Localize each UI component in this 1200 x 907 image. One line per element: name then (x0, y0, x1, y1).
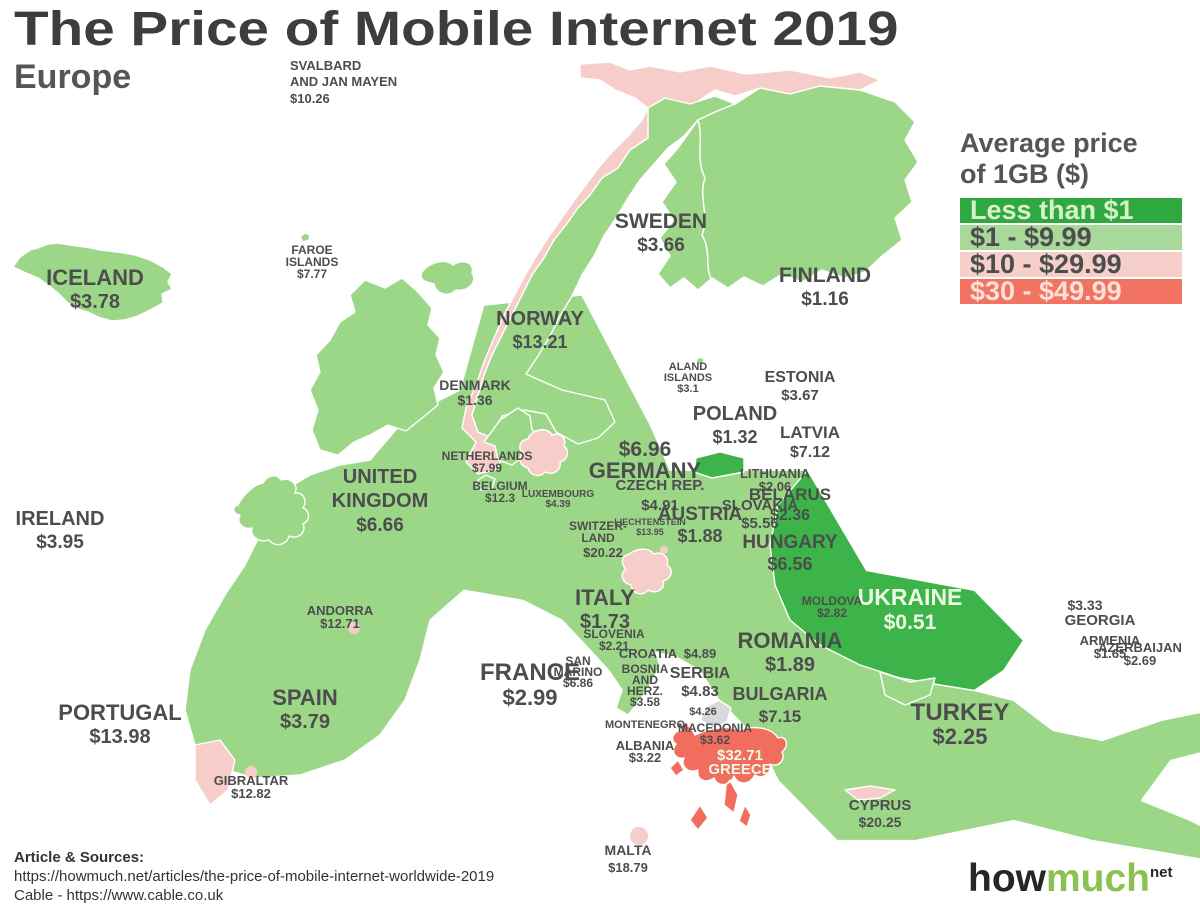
svg-text:$7.15: $7.15 (759, 707, 802, 726)
svg-text:BELARUS: BELARUS (749, 485, 831, 504)
svg-text:$1.36: $1.36 (457, 392, 492, 408)
svg-text:$2.25: $2.25 (932, 724, 987, 749)
svg-text:GEORGIA: GEORGIA (1065, 612, 1136, 629)
svg-text:MONTENEGRO: MONTENEGRO (605, 719, 686, 731)
svg-text:$3.78: $3.78 (70, 291, 120, 313)
svg-text:BULGARIA: BULGARIA (733, 684, 828, 704)
svg-text:UNITED: UNITED (343, 466, 417, 488)
svg-text:$7.12: $7.12 (790, 444, 830, 461)
svg-text:$3.33: $3.33 (1067, 597, 1102, 613)
svg-text:$3.67: $3.67 (781, 387, 819, 404)
svg-text:SERBIA: SERBIA (670, 665, 731, 682)
svg-text:$4.91: $4.91 (641, 497, 679, 514)
svg-text:$3.22: $3.22 (629, 750, 662, 765)
svg-text:SWEDEN: SWEDEN (615, 210, 707, 233)
svg-text:$3.1: $3.1 (677, 383, 698, 395)
svg-text:IRELAND: IRELAND (16, 508, 105, 530)
svg-text:$6.86: $6.86 (563, 676, 593, 690)
svg-text:KINGDOM: KINGDOM (332, 490, 429, 512)
svg-text:DENMARK: DENMARK (439, 377, 511, 393)
svg-text:$18.79: $18.79 (608, 860, 648, 875)
svg-text:$6.56: $6.56 (767, 554, 812, 574)
svg-text:FINLAND: FINLAND (779, 264, 871, 287)
svg-text:$12.82: $12.82 (231, 786, 271, 801)
svg-text:$1.16: $1.16 (801, 289, 849, 310)
svg-text:$4.83: $4.83 (681, 683, 719, 700)
svg-text:MALTA: MALTA (605, 842, 652, 858)
svg-text:$20.25: $20.25 (859, 814, 902, 830)
svg-text:$12.3: $12.3 (485, 491, 515, 505)
svg-text:$20.22: $20.22 (583, 545, 623, 560)
svg-text:$2.36: $2.36 (770, 507, 810, 524)
svg-text:$13.95: $13.95 (636, 527, 664, 537)
svg-text:$0.51: $0.51 (884, 611, 937, 634)
svg-text:$3.58: $3.58 (630, 695, 660, 709)
svg-text:$2.82: $2.82 (817, 606, 847, 620)
svg-text:POLAND: POLAND (693, 403, 777, 425)
svg-text:$1.89: $1.89 (765, 654, 815, 676)
svg-text:CZECH REP.: CZECH REP. (616, 477, 705, 494)
svg-text:$7.99: $7.99 (472, 461, 502, 475)
svg-text:TURKEY: TURKEY (911, 699, 1010, 726)
svg-text:NORWAY: NORWAY (496, 308, 584, 330)
svg-text:$2.99: $2.99 (502, 685, 557, 710)
svg-text:$13.21: $13.21 (512, 332, 567, 352)
svg-text:LAND: LAND (581, 531, 615, 545)
svg-text:$4.39: $4.39 (545, 499, 570, 510)
svg-text:LATVIA: LATVIA (780, 423, 840, 442)
svg-text:$3.62: $3.62 (700, 733, 730, 747)
svg-text:$12.71: $12.71 (320, 616, 360, 631)
svg-text:$4.26: $4.26 (689, 706, 717, 718)
svg-text:HUNGARY: HUNGARY (742, 532, 838, 553)
svg-text:$6.66: $6.66 (356, 515, 404, 536)
svg-text:CROATIA: CROATIA (619, 646, 678, 661)
svg-text:$3.95: $3.95 (36, 532, 84, 553)
svg-text:PORTUGAL: PORTUGAL (58, 700, 181, 725)
svg-text:$6.96: $6.96 (619, 438, 672, 461)
svg-text:$3.79: $3.79 (280, 711, 330, 733)
svg-text:$1.32: $1.32 (712, 427, 757, 447)
svg-text:$2.69: $2.69 (1124, 653, 1157, 668)
svg-text:CYPRUS: CYPRUS (849, 797, 912, 814)
svg-text:SPAIN: SPAIN (272, 685, 338, 710)
svg-text:$3.66: $3.66 (637, 235, 685, 256)
svg-text:$4.89: $4.89 (684, 646, 717, 661)
svg-text:$7.77: $7.77 (297, 267, 327, 281)
svg-text:GREECE: GREECE (708, 761, 771, 778)
svg-text:$13.98: $13.98 (89, 726, 150, 748)
svg-text:ICELAND: ICELAND (46, 265, 144, 290)
svg-text:ROMANIA: ROMANIA (737, 628, 842, 653)
svg-text:UKRAINE: UKRAINE (858, 584, 963, 610)
svg-text:ESTONIA: ESTONIA (765, 369, 836, 386)
svg-text:$1.88: $1.88 (677, 526, 722, 546)
svg-text:ITALY: ITALY (575, 585, 635, 610)
